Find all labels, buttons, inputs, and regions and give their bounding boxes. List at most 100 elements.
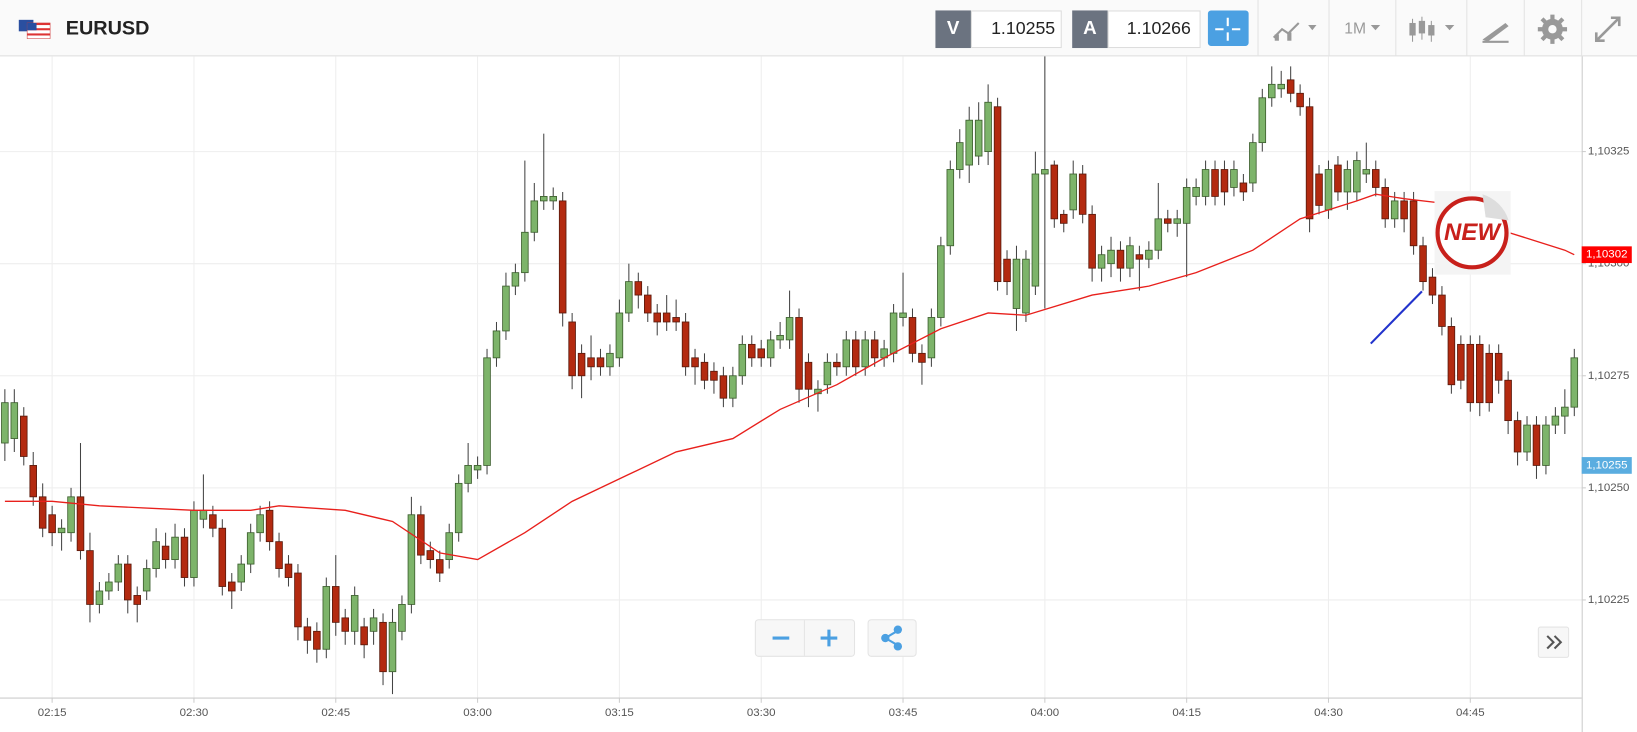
symbol[interactable]: EURUSD — [66, 17, 150, 39]
candle-body — [1485, 352, 1493, 404]
candle-body — [776, 334, 784, 341]
candle-body — [710, 370, 718, 381]
candle-body — [842, 339, 851, 368]
candle-body — [57, 527, 66, 534]
bid-box[interactable] — [970, 10, 1062, 49]
candle-body — [1381, 187, 1389, 220]
candle-body — [86, 550, 94, 605]
candle-body — [10, 402, 19, 439]
candle-body — [1258, 97, 1267, 144]
candle-body — [1447, 326, 1456, 386]
candle-body — [918, 352, 926, 363]
candle-body — [1154, 218, 1163, 251]
candle-body — [1088, 213, 1096, 269]
timeframe-button[interactable]: 1M — [1344, 20, 1381, 37]
candle-body — [209, 514, 217, 529]
candle-body — [171, 536, 179, 561]
scroll-right-button[interactable] — [1537, 626, 1570, 658]
zoom-in-button[interactable] — [820, 629, 838, 647]
candle-body — [152, 541, 160, 569]
bid-label: V — [947, 17, 960, 38]
candle-body — [644, 294, 652, 314]
candle-body — [540, 196, 548, 202]
candle-body — [1041, 169, 1049, 175]
fullscreen-button[interactable] — [1594, 16, 1621, 43]
candle-body — [1201, 169, 1210, 197]
y-tick-label: 1,10275 — [1588, 370, 1629, 382]
candle-body — [417, 514, 425, 556]
ask-box[interactable] — [1107, 10, 1201, 49]
candle-body — [1031, 173, 1040, 287]
candle-body — [218, 527, 227, 587]
candle-body — [974, 119, 983, 157]
candle-body — [625, 281, 633, 314]
candle-body — [1286, 79, 1295, 94]
candle-body — [1164, 218, 1172, 224]
candle-body — [180, 536, 189, 578]
candle-body — [1268, 83, 1276, 99]
share-button[interactable] — [867, 619, 917, 657]
candle-body — [757, 348, 765, 359]
candle-body — [662, 312, 671, 323]
candle-body — [95, 590, 104, 605]
candle-body — [870, 339, 879, 359]
crosshair-button[interactable] — [1207, 10, 1249, 46]
candle-body — [1315, 173, 1323, 206]
candle-body — [1400, 200, 1408, 220]
candle-body — [937, 245, 945, 318]
x-tick-label: 04:45 — [1456, 707, 1485, 719]
sticker-curl — [1482, 194, 1509, 221]
candle-body — [1428, 276, 1437, 296]
candle-body — [67, 496, 75, 534]
candle-body — [719, 375, 728, 399]
settings-button[interactable] — [1537, 14, 1568, 44]
candle-body — [1173, 218, 1181, 224]
candle-body — [303, 626, 312, 641]
candle-body — [956, 142, 964, 170]
candle-body — [1371, 169, 1380, 188]
candle-body — [1211, 169, 1219, 197]
separators — [1257, 0, 1583, 56]
candle-body — [1126, 245, 1134, 269]
zoom-group — [754, 619, 856, 657]
candle-body — [672, 317, 680, 323]
candle-body — [587, 357, 595, 368]
candle-body — [1334, 164, 1342, 193]
moving-average-line — [4, 193, 1575, 561]
candle-body — [1343, 169, 1352, 193]
candle-body — [615, 312, 624, 359]
candle-body — [1145, 249, 1153, 260]
candle-body — [1570, 357, 1579, 408]
candle-body — [313, 630, 321, 650]
chart-type-button[interactable] — [1272, 22, 1317, 41]
candle-body — [124, 563, 132, 601]
candle-body — [927, 317, 936, 359]
candle-body — [284, 563, 293, 578]
candle-style-button[interactable] — [1409, 16, 1455, 42]
y-tick-label: 1,10325 — [1588, 146, 1629, 158]
candle-body — [530, 200, 539, 233]
trend-line-drawing[interactable] — [1370, 290, 1423, 345]
bid-badge — [935, 10, 971, 49]
candle-body — [1050, 164, 1059, 220]
candle-body — [133, 595, 141, 605]
candle-body — [558, 200, 567, 314]
x-tick-label: 04:15 — [1172, 707, 1201, 719]
flag — [18, 19, 51, 39]
candle-body — [1107, 249, 1115, 265]
draw-tool-button[interactable] — [1482, 22, 1509, 43]
x-tick-label: 02:45 — [321, 707, 350, 719]
candle-body — [398, 604, 406, 632]
candle-body — [596, 357, 605, 368]
candle-body — [577, 352, 586, 377]
zoom-controls — [754, 619, 917, 657]
x-tick-label: 03:15 — [605, 707, 634, 719]
timeframe[interactable]: 1M — [1344, 20, 1366, 37]
candle-body — [294, 572, 302, 628]
candle-body — [1457, 343, 1465, 381]
candle-body — [1419, 245, 1427, 283]
candle-body — [653, 312, 661, 323]
x-tick-label: 04:30 — [1314, 707, 1343, 719]
candle-body — [984, 101, 992, 153]
candle-body — [473, 465, 482, 471]
